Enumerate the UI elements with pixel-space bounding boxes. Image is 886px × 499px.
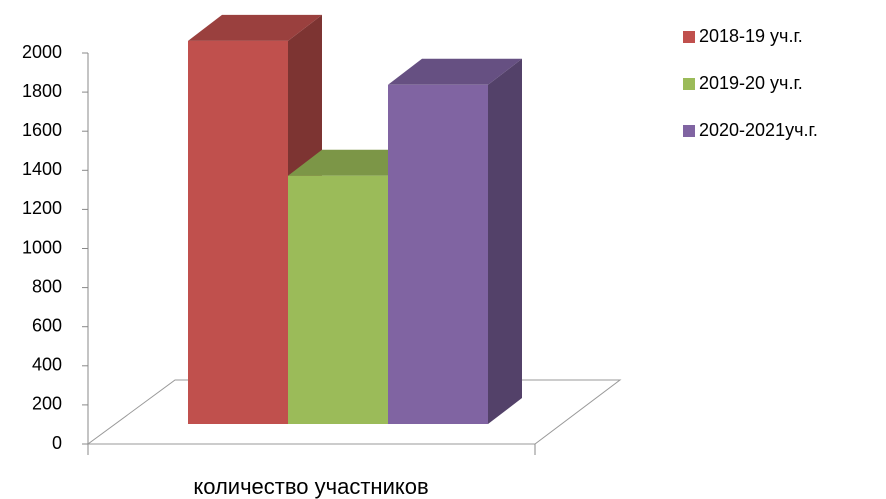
y-tick-label: 1600 (22, 120, 62, 140)
y-tick-label: 400 (32, 355, 62, 375)
y-tick-label: 1400 (22, 159, 62, 179)
y-tick-label: 1800 (22, 81, 62, 101)
bar-side (488, 58, 522, 425)
y-tick-label: 0 (52, 433, 62, 453)
floor (86, 379, 622, 445)
y-tick-label: 600 (32, 315, 62, 335)
bar (188, 40, 288, 424)
y-tick-label: 1000 (22, 237, 62, 257)
legend-label: 2018-19 уч.г. (699, 26, 803, 46)
bar-top (388, 58, 522, 85)
legend-swatch (683, 125, 695, 137)
bar (288, 175, 388, 424)
x-tick-label: количество участников (193, 474, 428, 499)
y-tick-label: 800 (32, 276, 62, 296)
legend-swatch (683, 78, 695, 90)
legend-label: 2019-20 уч.г. (699, 73, 803, 93)
bar (388, 84, 488, 425)
y-tick-label: 2000 (22, 42, 62, 62)
legend-label: 2020-2021уч.г. (699, 120, 818, 140)
y-tick-label: 200 (32, 394, 62, 414)
bar-top (188, 14, 322, 41)
legend-swatch (683, 31, 695, 43)
y-tick-label: 1200 (22, 198, 62, 218)
